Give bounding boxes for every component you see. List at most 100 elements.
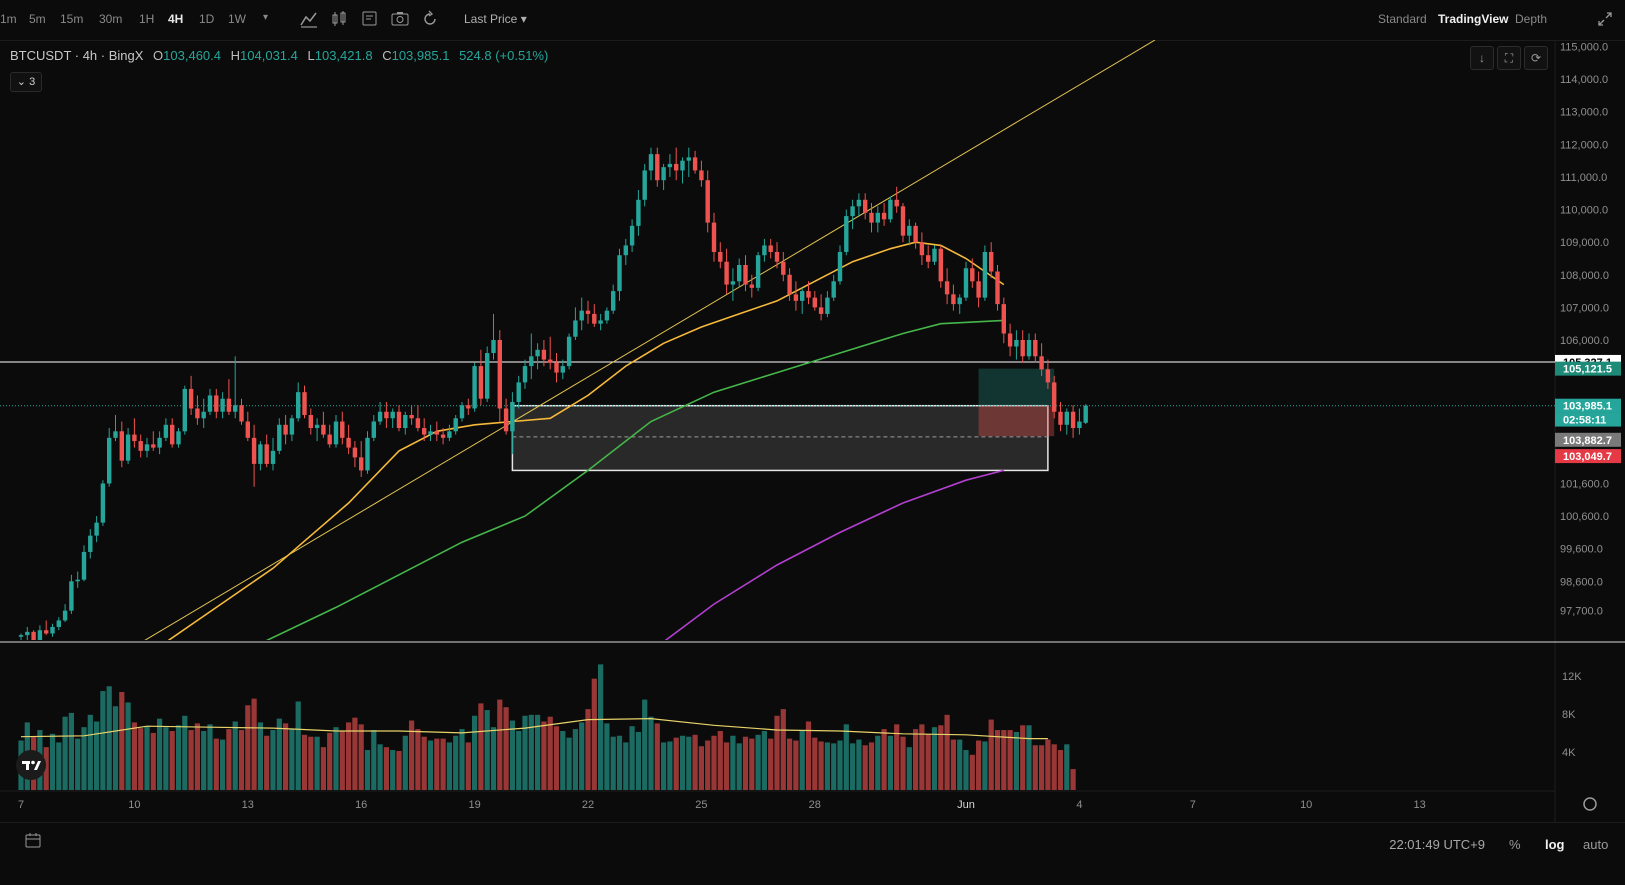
- volume-bar: [994, 730, 1001, 790]
- log-scale-toggle[interactable]: log: [1545, 837, 1565, 852]
- candle: [100, 483, 106, 523]
- volume-bar: [969, 754, 975, 790]
- candle: [818, 307, 824, 314]
- volume-tick-label: 4K: [1562, 747, 1576, 759]
- mode-standard[interactable]: Standard: [1378, 12, 1427, 26]
- volume-bar: [415, 729, 421, 790]
- volume-bar: [673, 737, 679, 790]
- volume-bar: [976, 740, 982, 790]
- candle: [308, 415, 313, 429]
- timeframe-1h[interactable]: 1H: [139, 12, 155, 26]
- volume-bar: [522, 715, 528, 790]
- volume-bar: [125, 702, 131, 790]
- volume-bar: [553, 726, 560, 790]
- timeframe-1m[interactable]: 1m: [0, 12, 17, 26]
- candle: [1058, 411, 1063, 425]
- timeframe-15m[interactable]: 15m: [60, 12, 84, 26]
- candle: [844, 216, 849, 252]
- tradingview-logo-icon: [22, 760, 41, 770]
- volume-bar: [925, 733, 931, 790]
- timeframe-4h[interactable]: 4H: [168, 12, 184, 26]
- indicators-count: 3: [29, 76, 36, 88]
- candle: [642, 170, 647, 200]
- timeframe-dropdown-icon[interactable]: ▾: [263, 12, 269, 23]
- volume-bar: [818, 741, 824, 790]
- candle: [69, 581, 74, 611]
- volume-bar: [579, 722, 585, 790]
- timeframe-1d[interactable]: 1D: [199, 12, 215, 26]
- candle: [957, 297, 962, 305]
- chevron-down-icon: ▾: [520, 12, 527, 26]
- candle: [251, 437, 257, 464]
- symbol-label[interactable]: BTCUSDT · 4h · BingX: [10, 48, 144, 63]
- candle: [989, 251, 994, 272]
- auto-scale-toggle[interactable]: auto: [1583, 837, 1609, 852]
- volume-bar: [906, 747, 912, 790]
- timeframe-30m[interactable]: 30m: [99, 12, 123, 26]
- price-axis-label-bg: [1555, 449, 1621, 464]
- candle: [831, 281, 836, 298]
- candle: [88, 535, 93, 552]
- mode-tradingview[interactable]: TradingView: [1438, 12, 1509, 26]
- price-tick-label: 114,000.0: [1560, 74, 1608, 86]
- candle: [56, 620, 61, 627]
- top-toolbar: 1m 5m 15m 30m 1H 4H 1D 1W ▾ Last Price ▾…: [0, 0, 1625, 41]
- position-target-box: [978, 368, 1055, 406]
- volume-bar: [226, 729, 232, 790]
- volume-bar: [364, 750, 371, 790]
- candle: [201, 411, 206, 419]
- volume-bar: [62, 716, 68, 790]
- price-axis-label-bg: [1555, 412, 1621, 427]
- camera-icon[interactable]: [389, 8, 411, 30]
- ma-line-3: [664, 469, 1005, 640]
- price-tick-label: 99,600.0: [1560, 544, 1603, 556]
- candle: [50, 626, 55, 634]
- timeframe-1w[interactable]: 1W: [228, 12, 246, 26]
- settings-gear-icon[interactable]: [1583, 797, 1597, 811]
- percent-scale-toggle[interactable]: %: [1509, 837, 1521, 852]
- volume-bar: [868, 742, 875, 790]
- support-zone: [511, 404, 1049, 472]
- fullscreen-icon[interactable]: [1594, 8, 1616, 30]
- candle: [850, 206, 855, 217]
- collapse-pane-button[interactable]: ⛶: [1497, 46, 1521, 70]
- candle: [81, 551, 87, 580]
- timeframe-5m[interactable]: 5m: [29, 12, 46, 26]
- volume-bar: [856, 739, 862, 790]
- volume-bar: [1032, 745, 1038, 790]
- candle: [390, 411, 395, 419]
- volume-bar: [459, 729, 465, 790]
- price-tick-label: 113,000.0: [1560, 107, 1608, 119]
- volume-bar: [497, 699, 503, 790]
- scroll-down-button[interactable]: ↓: [1470, 46, 1494, 70]
- candle: [674, 163, 679, 171]
- volume-bar: [654, 723, 660, 790]
- volume-bar: [396, 750, 402, 790]
- chart-type-icon[interactable]: [328, 8, 350, 30]
- candle: [409, 415, 414, 419]
- volume-bar: [730, 735, 736, 790]
- candle: [573, 320, 578, 337]
- template-icon[interactable]: [359, 8, 381, 30]
- volume-bar: [421, 736, 427, 790]
- price-source-select[interactable]: Last Price ▾: [464, 12, 527, 26]
- price-chart[interactable]: 115,000.0 114,000.0 113,000.0 112,000.0 111,…: [0, 40, 1625, 822]
- mode-depth[interactable]: Depth: [1515, 12, 1548, 26]
- volume-bar: [692, 734, 698, 790]
- tradingview-logo[interactable]: [16, 750, 46, 780]
- date-range-icon[interactable]: [22, 829, 44, 851]
- candle: [1083, 405, 1088, 423]
- volume-bar: [516, 730, 522, 790]
- candle: [453, 418, 458, 432]
- reset-icon[interactable]: [419, 8, 441, 30]
- volume-bar: [566, 737, 572, 790]
- volume-bar: [837, 740, 843, 790]
- maximize-pane-button[interactable]: ⟳: [1524, 46, 1548, 70]
- price-axis-label: 105,121.5: [1563, 364, 1612, 376]
- volume-bar: [490, 727, 497, 790]
- candle: [396, 411, 402, 429]
- volume-bar: [711, 735, 717, 790]
- indicators-collapse-button[interactable]: ⌄ 3: [10, 72, 42, 92]
- indicators-icon[interactable]: [298, 8, 320, 30]
- time-tick-label: 16: [355, 799, 367, 811]
